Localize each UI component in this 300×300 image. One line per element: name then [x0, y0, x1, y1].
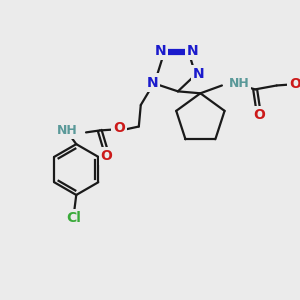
Text: O: O — [289, 76, 300, 91]
Text: O: O — [100, 149, 112, 163]
Text: N: N — [193, 67, 204, 81]
Text: N: N — [147, 76, 158, 89]
Text: NH: NH — [56, 124, 77, 137]
Text: N: N — [187, 44, 198, 58]
Text: N: N — [154, 44, 166, 58]
Text: O: O — [253, 108, 265, 122]
Text: NH: NH — [229, 77, 250, 90]
Text: Cl: Cl — [66, 212, 81, 225]
Text: O: O — [113, 122, 125, 136]
